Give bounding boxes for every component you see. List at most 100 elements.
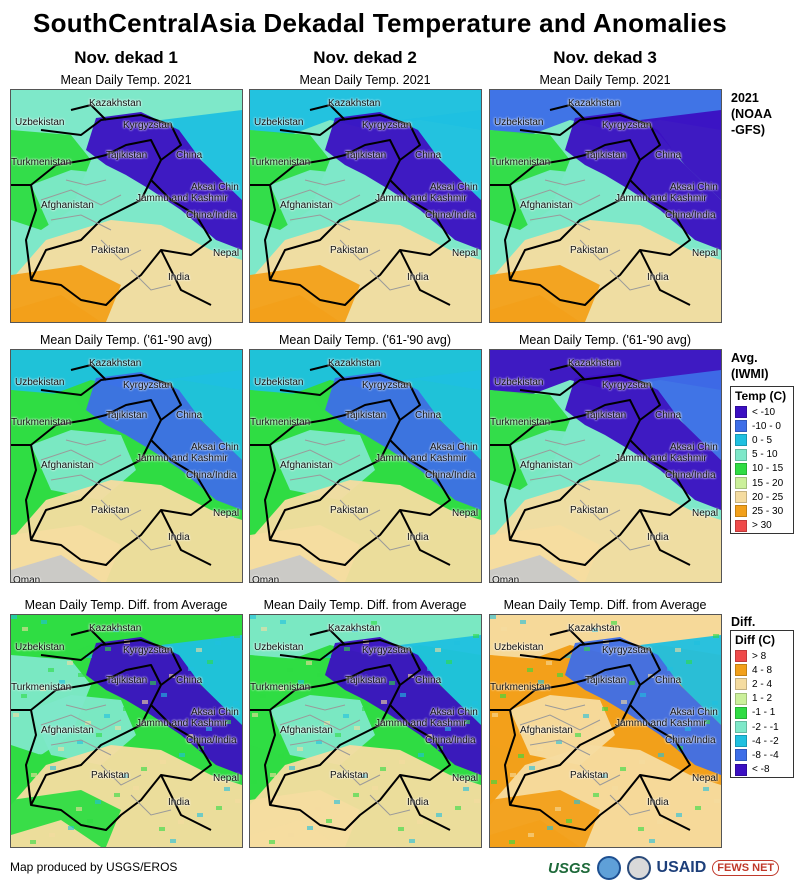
country-border	[549, 364, 586, 381]
anomaly-speckle	[510, 773, 516, 777]
anomaly-speckle	[150, 681, 156, 685]
anomaly-speckle	[215, 641, 221, 645]
map-label: Aksai Chin	[430, 707, 478, 718]
map-label: Uzbekistan	[15, 642, 65, 653]
map-label: India	[647, 272, 669, 283]
map-label: Oman	[13, 575, 41, 583]
map-title-r2c1: Mean Daily Temp. ('61-'90 avg)	[40, 333, 212, 347]
anomaly-speckle	[315, 807, 321, 811]
legend-label: 10 - 15	[752, 463, 784, 475]
map-label: Kazakhstan	[89, 358, 142, 369]
anomaly-speckle	[547, 826, 553, 830]
map-label: Afghanistan	[41, 200, 94, 211]
anomaly-speckle	[612, 786, 618, 790]
temp-legend-title: Temp (C)	[735, 389, 787, 403]
map-label: India	[168, 797, 190, 808]
legend-label: -8 - -4	[752, 749, 779, 761]
map-zone-north	[490, 90, 721, 135]
province-border	[130, 269, 172, 291]
anomaly-speckle	[362, 707, 368, 711]
map-label: Oman	[252, 575, 280, 583]
map-title-r3c2: Mean Daily Temp. Diff. from Average	[263, 598, 467, 612]
diff_legend-item: -8 - -4	[731, 748, 793, 762]
map-label: Tajikistan	[345, 410, 387, 421]
map-label: China	[176, 150, 203, 161]
map-label: India	[407, 797, 429, 808]
country-border	[504, 114, 691, 306]
country-border	[160, 249, 212, 306]
country-border	[30, 439, 152, 541]
noaa-emblem-icon	[596, 856, 621, 880]
province-border	[369, 529, 411, 551]
anomaly-speckle	[225, 720, 231, 724]
temp_legend-item: 5 - 10	[731, 448, 793, 462]
province-border	[100, 764, 142, 786]
diff-legend-title: Diff (C)	[735, 633, 775, 647]
province-border	[100, 499, 142, 521]
anomaly-speckle	[21, 694, 27, 698]
legend-swatch	[735, 406, 747, 419]
map-zone-north	[490, 615, 721, 660]
country-border	[399, 249, 451, 306]
diff_legend-item: 2 - 4	[731, 677, 793, 691]
province-border	[65, 179, 107, 186]
anomaly-speckle	[361, 774, 367, 778]
legend-label: < -8	[752, 764, 770, 776]
legend-swatch	[735, 519, 747, 532]
map-label: Uzbekistan	[254, 377, 304, 388]
anomaly-speckle	[575, 733, 581, 737]
seal-icon	[626, 856, 651, 880]
map-label: Kyrgyzstan	[123, 380, 173, 391]
anomaly-speckle	[491, 780, 497, 784]
map-zone-plateau	[161, 110, 242, 200]
credit-text: Map produced by USGS/EROS	[10, 860, 178, 874]
map-label: Jammu and Kashmir	[375, 453, 467, 464]
anomaly-speckle	[297, 747, 303, 751]
anomaly-speckle	[234, 634, 240, 638]
province-border	[40, 714, 122, 731]
map-label: Kazakhstan	[328, 623, 381, 634]
map-label: Afghanistan	[280, 200, 333, 211]
row-label-2021: 2021 (NOAA -GFS)	[731, 91, 772, 137]
province-border	[130, 529, 172, 551]
temp_legend-item: -10 - 0	[731, 419, 793, 433]
map-zone-gulf	[250, 555, 340, 582]
anomaly-speckle	[454, 641, 460, 645]
country-border	[25, 639, 212, 831]
map-label: Nepal	[692, 508, 719, 519]
anomaly-speckle	[251, 780, 257, 784]
province-border	[609, 529, 651, 551]
legend-swatch	[735, 650, 747, 663]
province-border	[339, 764, 381, 786]
map-label: Pakistan	[91, 245, 130, 256]
anomaly-speckle	[658, 753, 664, 757]
country-border	[309, 364, 346, 381]
anomaly-speckle	[235, 799, 241, 803]
anomaly-speckle	[77, 740, 83, 744]
province-border	[519, 714, 601, 731]
anomaly-speckle	[233, 701, 239, 705]
map-label: Turkmenistan	[250, 417, 311, 428]
country-border	[264, 374, 451, 566]
map-label: Kyrgyzstan	[602, 120, 652, 131]
country-border	[399, 774, 451, 831]
anomaly-speckle	[179, 753, 185, 757]
province-border	[579, 764, 621, 786]
temp_legend-item: < -10	[731, 405, 793, 419]
province-border	[609, 794, 651, 816]
anomaly-speckle	[96, 733, 102, 737]
anomaly-speckle	[446, 660, 452, 664]
province-border	[100, 239, 142, 261]
legend-label: 5 - 10	[752, 449, 778, 461]
map-label: Afghanistan	[280, 725, 333, 736]
anomaly-speckle	[704, 720, 710, 724]
column-header-dekad-3: Nov. dekad 3	[553, 48, 657, 67]
anomaly-speckle	[325, 654, 331, 658]
legend-swatch	[735, 505, 747, 518]
province-border	[304, 439, 346, 446]
map-label: China/India	[665, 210, 716, 221]
map-label: China	[415, 150, 442, 161]
province-border	[50, 214, 112, 231]
row-label-avg: Avg. (IWMI)	[731, 351, 769, 381]
anomaly-speckle	[316, 740, 322, 744]
